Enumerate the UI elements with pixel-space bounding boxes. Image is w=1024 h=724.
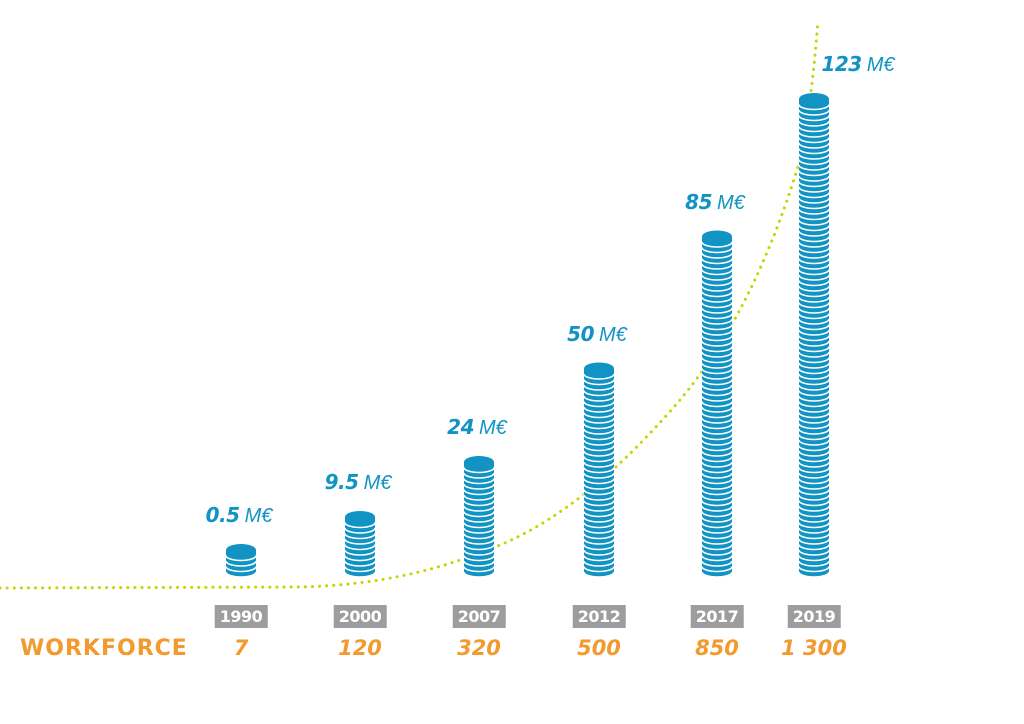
value-number: 123 [821,52,862,76]
coin-top [226,544,256,556]
workforce-value-2017: 850 [695,636,739,660]
value-number: 9.5 [324,470,359,494]
coin-top [702,230,732,243]
year-label-2019: 2019 [787,605,841,628]
coin-stack-1990 [225,544,257,578]
value-number: 24 [447,415,475,439]
year-label-2007: 2007 [452,605,506,628]
coin-stack-2017 [701,230,733,578]
coin-top [584,362,614,375]
year-label-1990: 1990 [214,605,268,628]
value-number: 50 [567,321,595,346]
year-label-2012: 2012 [572,605,626,628]
growth-trend-curve [0,18,820,590]
value-label-2019: 123 M€ [821,52,894,77]
value-unit: M€ [599,323,627,346]
value-label-2000: 9.5 M€ [325,470,392,495]
coin-top [799,93,829,105]
workforce-value-2019: 1 300 [781,636,847,660]
coin-stack-2000 [344,511,376,578]
value-label-2007: 24 M€ [447,415,507,440]
workforce-value-2012: 500 [577,636,621,660]
coin-stack-2012 [583,362,615,578]
coin-stack-2019 [798,93,830,578]
coin-top [345,511,375,523]
coin-stack-2007 [463,456,495,578]
value-unit: M€ [363,472,392,494]
workforce-value-2000: 120 [338,636,382,660]
value-number: 0.5 [205,503,240,527]
workforce-value-2007: 320 [457,636,501,660]
value-unit: M€ [479,417,507,439]
coin-top [464,456,494,468]
year-label-2017: 2017 [690,605,744,628]
workforce-label: WORKFORCE [20,636,188,661]
value-label-2017: 85 M€ [685,190,745,215]
value-label-1990: 0.5 M€ [206,503,273,528]
year-label-2000: 2000 [333,605,387,628]
workforce-value-1990: 7 [233,636,249,660]
value-number: 85 [685,189,713,214]
value-label-2012: 50 M€ [567,322,627,347]
value-unit: M€ [244,505,273,527]
value-unit: M€ [717,191,745,214]
value-unit: M€ [866,54,895,76]
